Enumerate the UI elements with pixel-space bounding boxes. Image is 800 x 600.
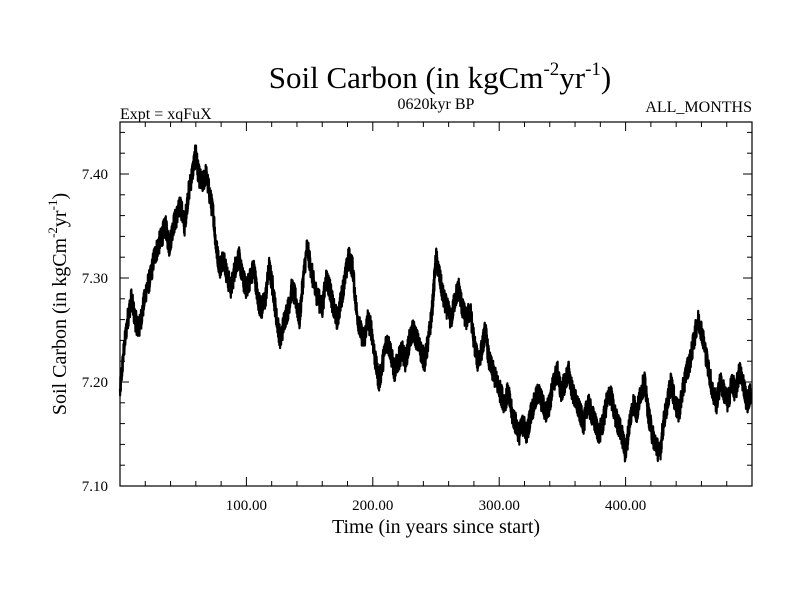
x-tick-labels: 100.00 200.00 300.00 400.00 bbox=[226, 498, 646, 514]
x-tick-label: 200.00 bbox=[352, 498, 393, 514]
x-tick-label: 100.00 bbox=[226, 498, 267, 514]
y-tick-label: 7.40 bbox=[82, 167, 108, 183]
period-label: 0620kyr BP bbox=[398, 96, 475, 113]
x-tick-label: 300.00 bbox=[479, 498, 520, 514]
experiment-label: Expt = xqFuX bbox=[120, 106, 212, 123]
x-axis-label: Time (in years since start) bbox=[332, 516, 540, 538]
axis-ticks bbox=[120, 122, 752, 486]
y-axis-label: Soil Carbon (in kgCm-2yr-1) bbox=[45, 193, 71, 415]
x-tick-label: 400.00 bbox=[605, 498, 646, 514]
y-tick-label: 7.20 bbox=[82, 375, 108, 391]
series-line-soil-carbon bbox=[118, 144, 752, 463]
y-tick-label: 7.10 bbox=[82, 479, 108, 495]
months-label: ALL_MONTHS bbox=[645, 99, 752, 116]
y-tick-labels: 7.10 7.20 7.30 7.40 bbox=[82, 167, 108, 495]
plot-frame bbox=[119, 121, 753, 487]
chart-title: Soil Carbon (in kgCm-2yr-1) bbox=[269, 59, 612, 95]
y-tick-label: 7.30 bbox=[82, 271, 108, 287]
